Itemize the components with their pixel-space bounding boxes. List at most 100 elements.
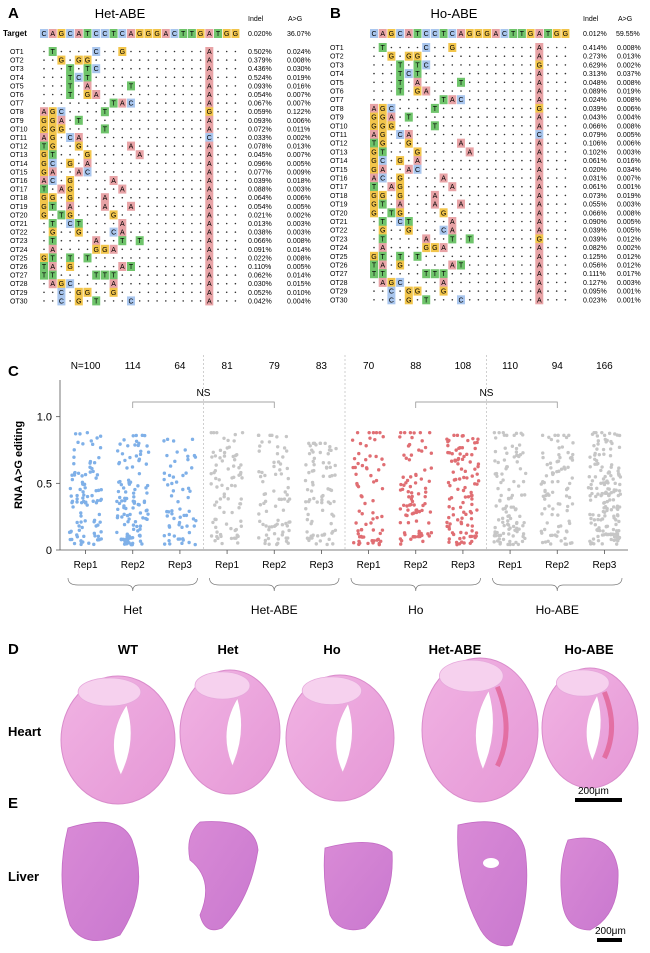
mismatch-letter: C [389, 106, 394, 113]
target-base-G [465, 29, 474, 38]
mismatch-letter: T [51, 238, 56, 245]
mismatch-letter: T [381, 254, 386, 261]
mismatch-base [535, 295, 544, 305]
match-dot [51, 188, 54, 190]
data-point [398, 488, 403, 492]
match-dot [234, 239, 237, 242]
match-dot [555, 107, 558, 110]
mismatch-letter: T [68, 83, 73, 90]
match-dot [165, 282, 167, 285]
match-dot [86, 119, 89, 122]
match-dot [495, 151, 497, 153]
match-dot [451, 90, 454, 92]
data-point [614, 522, 618, 527]
data-point [95, 436, 99, 440]
mismatch-letter: G [389, 280, 394, 287]
mismatch-base [48, 227, 57, 237]
mismatch-letter: G [85, 58, 90, 65]
match-dot [86, 102, 89, 104]
target-base-letter: G [476, 31, 481, 38]
mismatch-letter: A [207, 49, 212, 56]
mismatch-base [205, 262, 214, 271]
row-ag: 0.003% [287, 230, 311, 237]
match-dot [564, 272, 567, 275]
match-dot [416, 281, 419, 284]
match-dot [451, 177, 454, 179]
mismatch-letter: T [120, 238, 125, 245]
row-label: OT19 [330, 202, 348, 209]
match-dot [182, 222, 184, 225]
match-dot [173, 248, 176, 251]
data-point [596, 492, 600, 496]
match-dot [104, 50, 106, 53]
match-dot [460, 64, 462, 66]
data-point [209, 534, 214, 538]
match-dot [390, 203, 393, 205]
match-dot [495, 90, 497, 92]
data-point [454, 448, 458, 452]
match-dot [121, 171, 124, 173]
mismatch-letter: A [380, 167, 385, 174]
mismatch-base [74, 72, 83, 82]
data-point [617, 519, 621, 524]
match-dot [434, 185, 436, 188]
data-point [423, 486, 428, 490]
match-dot [477, 203, 480, 205]
data-point [314, 443, 318, 447]
match-dot [486, 142, 488, 144]
target-base-G [196, 29, 205, 38]
data-point [402, 531, 407, 535]
data-point [209, 471, 213, 476]
mismatch-base [535, 138, 544, 148]
match-dot [165, 85, 167, 87]
match-dot [547, 290, 549, 292]
match-dot [191, 188, 193, 190]
data-point [496, 460, 500, 465]
row-label: OT8 [330, 106, 344, 113]
match-dot [138, 93, 141, 96]
data-point [424, 490, 428, 494]
match-dot [156, 179, 158, 182]
mismatch-base [413, 69, 422, 79]
liver-scale-label: 200μm [595, 926, 626, 937]
match-dot [112, 188, 115, 190]
match-dot [373, 220, 375, 223]
row-label: OT22 [10, 230, 28, 237]
match-dot [547, 177, 549, 179]
match-dot [138, 282, 141, 285]
mismatch-letter: A [380, 263, 385, 270]
data-point [310, 480, 315, 485]
match-dot [521, 203, 523, 205]
match-dot [182, 76, 184, 79]
data-point [217, 478, 221, 482]
data-point [326, 500, 331, 504]
mismatch-letter: A [380, 245, 385, 252]
match-dot [156, 85, 158, 87]
mismatch-letter: C [111, 230, 116, 237]
match-dot [399, 246, 401, 249]
group-label: Het [123, 603, 142, 617]
row-label: OT25 [10, 255, 28, 262]
mismatch-base [535, 190, 544, 200]
panel-d-column-headers: WT Het Ho Het-ABE Ho-ABE [118, 642, 614, 657]
row-indel: 0.096% [248, 161, 272, 168]
data-point [501, 478, 505, 482]
data-point [596, 538, 601, 543]
match-dot [529, 72, 532, 75]
match-dot [547, 151, 549, 153]
match-dot [442, 194, 445, 197]
row-label: OT3 [330, 62, 344, 69]
mismatch-base [66, 279, 75, 289]
data-point [214, 517, 218, 522]
data-point [592, 518, 597, 522]
mismatch-letter: A [68, 204, 73, 211]
match-dot [225, 59, 228, 61]
mismatch-base [422, 295, 431, 305]
mismatch-base [370, 208, 378, 218]
match-dot [521, 46, 523, 49]
replicate-n-label: 108 [455, 361, 472, 372]
mismatch-letter: T [68, 255, 73, 262]
match-dot [86, 205, 89, 208]
match-dot [112, 196, 115, 199]
mismatch-base [57, 287, 66, 297]
